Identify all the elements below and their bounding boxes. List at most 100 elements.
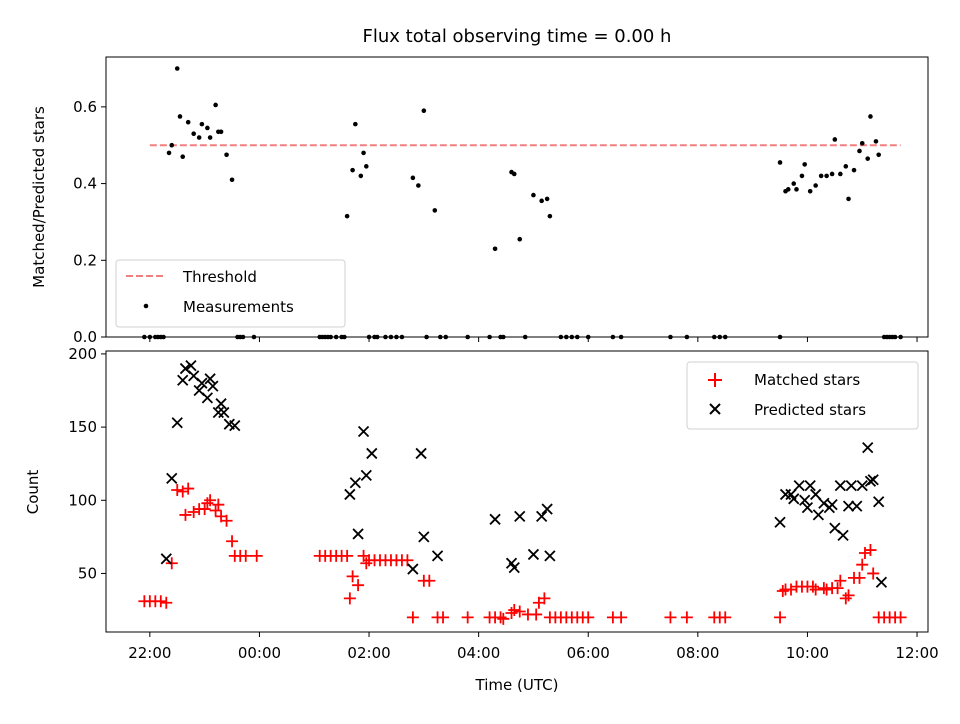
- matched-point: [615, 611, 628, 624]
- measurement-point: [829, 171, 835, 177]
- matched-point: [820, 583, 833, 596]
- measurement-point: [539, 198, 544, 204]
- measurement-point: [843, 164, 849, 169]
- measurement-point: [213, 102, 218, 108]
- predicted-point: [514, 510, 526, 523]
- predicted-point: [166, 472, 178, 484]
- predicted-point: [418, 531, 430, 543]
- predicted-point: [788, 493, 800, 505]
- predicted-point: [536, 510, 548, 523]
- matched-point: [839, 592, 852, 605]
- predicted-point: [185, 359, 197, 372]
- bottom-axes: Count Time (UTC) Matched stars Predicted…: [24, 345, 939, 694]
- matched-point: [774, 611, 787, 624]
- measurement-point: [196, 135, 202, 140]
- predicted-legend-marker: [709, 403, 721, 415]
- measurements-legend-label: Measurements: [183, 298, 294, 316]
- predicted-point: [160, 553, 172, 565]
- matched-point: [461, 611, 474, 624]
- matched-point: [204, 494, 217, 507]
- predicted-point: [171, 417, 183, 429]
- bottom-ylabel: Count: [24, 470, 42, 515]
- predicted-point: [207, 380, 219, 392]
- matched-point: [894, 611, 907, 624]
- measurement-point: [358, 173, 364, 179]
- matched-point: [508, 604, 521, 617]
- measurement-point: [873, 139, 879, 144]
- measurement-point: [807, 188, 813, 194]
- predicted-point: [810, 488, 822, 501]
- matched-point: [867, 567, 880, 580]
- measurement-point: [492, 246, 498, 252]
- measurement-point: [344, 213, 350, 219]
- matched-point: [831, 582, 844, 595]
- measurement-point: [544, 196, 550, 202]
- predicted-point: [508, 561, 520, 574]
- measurement-point: [838, 171, 843, 177]
- bottom-xtick-label: 02:00: [347, 644, 390, 662]
- matched-point: [343, 592, 356, 605]
- predicted-point: [349, 477, 361, 489]
- measurement-point: [868, 114, 873, 119]
- matched-point: [209, 504, 222, 517]
- measurement-point: [517, 236, 523, 242]
- measurement-point: [166, 150, 172, 156]
- matched-point: [250, 549, 263, 562]
- predicted-point: [407, 563, 419, 575]
- measurements-legend-marker: [143, 303, 149, 309]
- measurement-point: [177, 114, 183, 119]
- matched-legend-label: Matched stars: [754, 371, 860, 389]
- measurement-point: [224, 152, 229, 158]
- predicted-point: [215, 398, 227, 410]
- measurement-point: [218, 129, 224, 135]
- measurement-point: [361, 150, 366, 156]
- bottom-ytick-label: 200: [68, 345, 97, 363]
- predicted-point: [357, 425, 370, 438]
- measurement-point: [802, 162, 807, 167]
- predicted-legend-label: Predicted stars: [754, 401, 866, 419]
- top-legend-frame: [115, 259, 346, 328]
- measurement-point: [791, 181, 797, 186]
- matched-point: [809, 583, 822, 596]
- predicted-point: [837, 529, 849, 542]
- matched-point: [494, 611, 507, 624]
- predicted-point: [527, 548, 540, 561]
- measurement-point: [410, 175, 416, 181]
- measurement-point: [794, 187, 799, 192]
- predicted-point: [875, 576, 888, 588]
- predicted-point: [218, 406, 230, 419]
- predicted-point: [489, 513, 501, 525]
- bottom-xtick-label: 10:00: [786, 644, 829, 662]
- measurement-point: [353, 121, 358, 127]
- measurement-point: [185, 119, 191, 125]
- matched-point: [239, 549, 252, 562]
- predicted-point: [344, 488, 356, 501]
- predicted-point: [826, 499, 838, 511]
- matched-point: [201, 497, 214, 510]
- bottom-xtick-label: 00:00: [238, 644, 281, 662]
- predicted-point: [856, 480, 868, 492]
- matched-point: [437, 611, 450, 624]
- matched-legend-marker: [708, 373, 722, 387]
- matched-point: [776, 585, 789, 598]
- predicted-point: [799, 494, 811, 506]
- matched-point: [182, 482, 195, 495]
- predicted-point: [801, 501, 814, 514]
- bottom-legend: Matched stars Predicted stars: [686, 361, 919, 430]
- predicted-point: [415, 447, 427, 460]
- predicted-point: [201, 392, 214, 404]
- matched-point: [198, 503, 211, 516]
- matched-point: [664, 611, 677, 624]
- matched-point: [154, 595, 167, 608]
- matched-point: [187, 505, 200, 518]
- predicted-point: [204, 373, 216, 385]
- measurement-point: [813, 183, 818, 188]
- bottom-ytick-label: 150: [68, 418, 97, 436]
- predicted-point: [845, 480, 857, 492]
- matched-point: [785, 583, 797, 596]
- measurement-point: [818, 173, 824, 179]
- matched-point: [834, 574, 847, 587]
- threshold-legend-label: Threshold: [182, 268, 257, 286]
- matched-point: [856, 558, 869, 571]
- predicted-point: [864, 475, 877, 487]
